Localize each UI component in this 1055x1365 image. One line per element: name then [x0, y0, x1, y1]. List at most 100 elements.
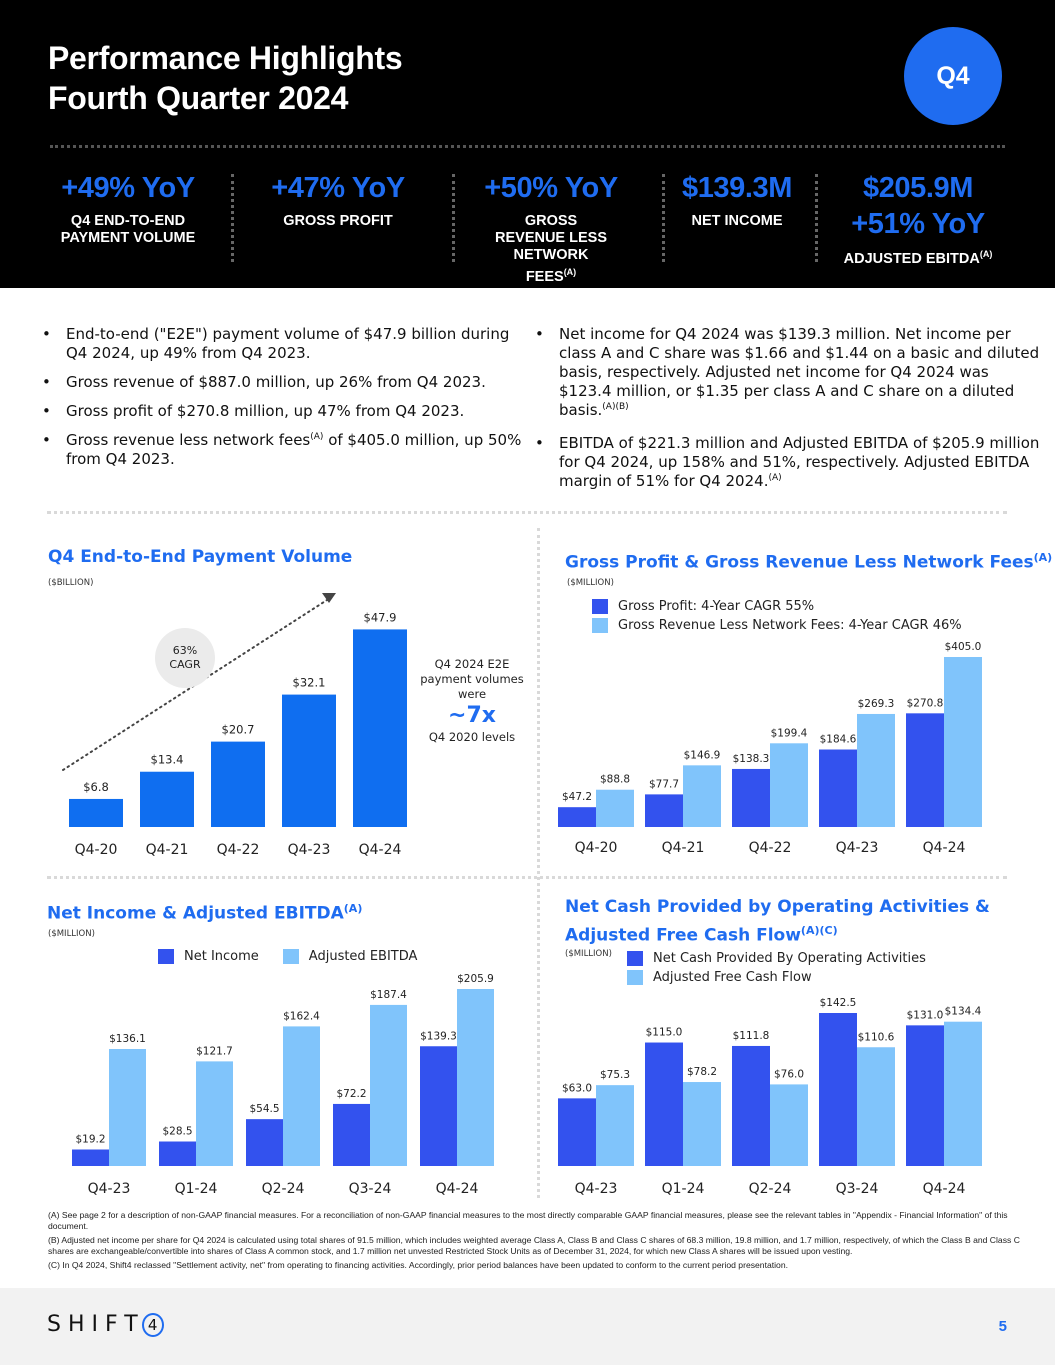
- data-label: $134.4: [945, 1006, 982, 1018]
- data-label: $75.3: [600, 1069, 630, 1081]
- kpi-gross-profit: +47% YoY GROSS PROFIT: [258, 170, 418, 230]
- bar-light: [109, 1049, 146, 1166]
- column-divider: [537, 528, 540, 1198]
- kpi-label-text: GROSS REVENUE LESS NETWORK FEES: [495, 213, 607, 285]
- data-label: $28.5: [162, 1126, 192, 1138]
- x-tick-label: Q4-24: [923, 1181, 966, 1197]
- x-tick-label: Q1-24: [175, 1181, 218, 1197]
- bar-light: [857, 713, 895, 827]
- page-number: 5: [998, 1318, 1007, 1335]
- note-multiple: ~7x: [448, 703, 496, 728]
- legend-item: Gross Revenue Less Network Fees: 4-Year …: [592, 616, 962, 635]
- kpi-footnote-ref: (A): [563, 267, 577, 277]
- bar-light: [283, 1026, 320, 1166]
- chart-title-gross-profit: Gross Profit & Gross Revenue Less Networ…: [565, 546, 1052, 575]
- header-banner: Performance Highlights Fourth Quarter 20…: [0, 0, 1055, 288]
- data-label: $115.0: [646, 1027, 683, 1039]
- bullet-item: Net income for Q4 2024 was $139.3 millio…: [530, 325, 1040, 420]
- legend-item: Adjusted Free Cash Flow: [627, 968, 926, 987]
- bar-dark: [645, 794, 683, 827]
- bar-dark: [558, 1098, 596, 1166]
- bar-dark: [645, 1042, 683, 1166]
- chart-net-income-ebitda: $19.2 $136.1 Q4-23 $28.5 $121.7 Q1-24 $54.5 $16…: [72, 973, 494, 1197]
- data-label: $111.8: [733, 1030, 770, 1042]
- chart-unit-e2e: ($BILLION): [48, 578, 94, 588]
- bullet-item: Gross profit of $270.8 million, up 47% f…: [37, 402, 529, 421]
- data-label: $6.8: [83, 780, 109, 794]
- kpi-label: GROSS REVENUE LESS NETWORK FEES(A): [470, 213, 632, 286]
- x-tick-label: Q3-24: [349, 1181, 392, 1197]
- x-tick-label: Q4-21: [146, 842, 189, 858]
- footnotes: (A) See page 2 for a description of non-…: [48, 1210, 1028, 1274]
- legend-swatch-light: [592, 618, 608, 633]
- legend-swatch-dark: [627, 951, 643, 966]
- cagr-label: CAGR: [169, 658, 201, 671]
- data-label: $138.3: [733, 753, 770, 765]
- bullet-item: Gross revenue less network fees(A) of $4…: [37, 431, 529, 469]
- x-tick-label: Q4-22: [749, 840, 792, 856]
- page-title: Performance Highlights Fourth Quarter 20…: [48, 38, 403, 118]
- footnote-ref: (A): [1033, 551, 1053, 564]
- bar-dark: [906, 1025, 944, 1166]
- legend-label: Adjusted EBITDA: [308, 949, 418, 964]
- bar-dark: [159, 1141, 196, 1166]
- bullet-item: Gross revenue of $887.0 million, up 26% …: [37, 373, 529, 392]
- bar: [140, 771, 194, 827]
- bar-light: [770, 1084, 808, 1166]
- bar-light: [944, 1021, 982, 1166]
- data-label: $269.3: [858, 698, 895, 710]
- bar-light: [596, 1085, 634, 1166]
- legend-label: Adjusted Free Cash Flow: [653, 970, 812, 985]
- legend-item: Gross Profit: 4-Year CAGR 55%: [592, 597, 962, 616]
- header-divider: [50, 145, 1005, 148]
- x-tick-label: Q4-20: [575, 840, 618, 856]
- kpi-divider: [662, 174, 665, 262]
- legend-label: Net Cash Provided By Operating Activitie…: [653, 951, 926, 966]
- legend-label: Gross Revenue Less Network Fees: 4-Year …: [618, 618, 962, 633]
- x-tick-label: Q4-23: [575, 1181, 618, 1197]
- data-label: $270.8: [907, 697, 944, 709]
- data-label: $32.1: [293, 676, 326, 690]
- kpi-value: +47% YoY: [271, 172, 405, 204]
- cagr-annotation: 63% CAGR: [155, 628, 215, 688]
- x-tick-label: Q4-21: [662, 840, 705, 856]
- data-label: $139.3: [420, 1030, 457, 1042]
- chart-title-cash-flow: Net Cash Provided by Operating Activitie…: [565, 895, 990, 948]
- title-line-1: Performance Highlights: [48, 40, 403, 76]
- shift4-logo: SHIFT 4: [47, 1312, 164, 1337]
- bar-dark: [72, 1149, 109, 1166]
- e2e-multiple-note: Q4 2024 E2E payment volumes were ~7x Q4 …: [420, 657, 524, 745]
- chart-title-e2e: Q4 End-to-End Payment Volume: [48, 547, 353, 567]
- logo-text: SHIFT: [47, 1312, 145, 1337]
- bar-light: [683, 1082, 721, 1166]
- footnote-ref: (A): [768, 473, 782, 483]
- bar-dark: [558, 807, 596, 827]
- bullet-text: Gross revenue less network fees: [66, 431, 311, 449]
- chart-unit-gross-profit: ($MILLION): [567, 578, 614, 588]
- bar-light: [457, 989, 494, 1166]
- kpi-label: Q4 END-TO-END PAYMENT VOLUME: [60, 213, 196, 246]
- kpi-value: $205.9M: [862, 172, 974, 204]
- footnote-ref: (A)(C): [800, 924, 838, 937]
- data-label: $162.4: [283, 1010, 320, 1022]
- kpi-label: ADJUSTED EBITDA(A): [828, 246, 1008, 268]
- title-text: Net Income & Adjusted EBITDA: [47, 903, 344, 924]
- data-label: $76.0: [774, 1068, 804, 1080]
- bar-dark: [906, 713, 944, 827]
- data-label: $187.4: [370, 989, 407, 1001]
- bar: [282, 694, 336, 827]
- bullet-item: EBITDA of $221.3 million and Adjusted EB…: [530, 434, 1040, 491]
- bullet-text: EBITDA of $221.3 million and Adjusted EB…: [559, 434, 1040, 490]
- x-tick-label: Q1-24: [662, 1181, 705, 1197]
- data-label: $47.2: [562, 791, 592, 803]
- chart-unit-cash-flow: ($MILLION): [565, 949, 612, 959]
- bullet-text: of $405.0 million, up 50% from Q4 2023.: [66, 431, 522, 468]
- data-label: $72.2: [336, 1088, 366, 1100]
- bullet-text: Net income for Q4 2024 was $139.3 millio…: [559, 325, 1040, 419]
- legend-label: Gross Profit: 4-Year CAGR 55%: [618, 599, 815, 614]
- x-tick-label: Q4-24: [436, 1181, 479, 1197]
- bar-dark: [819, 749, 857, 827]
- data-label: $77.7: [649, 778, 679, 790]
- bar-dark: [732, 1045, 770, 1166]
- data-label: $54.5: [249, 1103, 279, 1115]
